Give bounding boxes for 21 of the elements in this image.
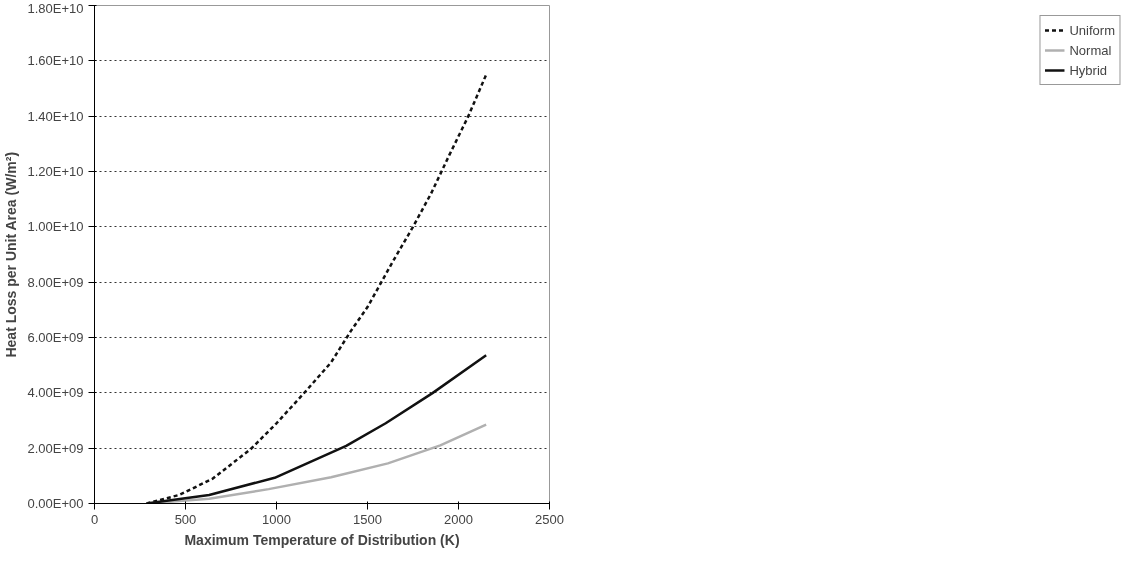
legend-label: Hybrid xyxy=(1069,62,1108,78)
y-tick-label: 1.80E+10 xyxy=(27,0,84,16)
x-tick-label: 2000 xyxy=(444,511,473,527)
x-axis-title: Maximum Temperature of Distribution (K) xyxy=(184,531,460,548)
y-tick-label: 1.20E+10 xyxy=(27,164,84,179)
y-tick-label: 1.00E+10 xyxy=(27,219,84,235)
legend-label: Normal xyxy=(1069,42,1112,58)
x-tick-label: 1000 xyxy=(262,511,291,527)
x-tick-label: 0 xyxy=(90,511,99,527)
y-tick-label: 6.00E+09 xyxy=(27,330,84,345)
y-tick-label: 1.40E+10 xyxy=(27,108,84,124)
y-tick-label: 4.00E+09 xyxy=(27,385,84,401)
y-tick-label: 0.00E+00 xyxy=(27,496,84,511)
y-tick-label: 8.00E+09 xyxy=(27,274,84,290)
legend-label: Uniform xyxy=(1069,22,1115,38)
x-tick-label: 2500 xyxy=(535,511,564,527)
x-tick-label: 1500 xyxy=(353,511,382,527)
y-tick-label: 1.60E+10 xyxy=(27,53,84,69)
y-axis-title: Heat Loss per Unit Area (W/m²) xyxy=(3,151,20,358)
x-tick-label: 500 xyxy=(174,511,197,527)
y-tick-label: 2.00E+09 xyxy=(27,440,84,456)
